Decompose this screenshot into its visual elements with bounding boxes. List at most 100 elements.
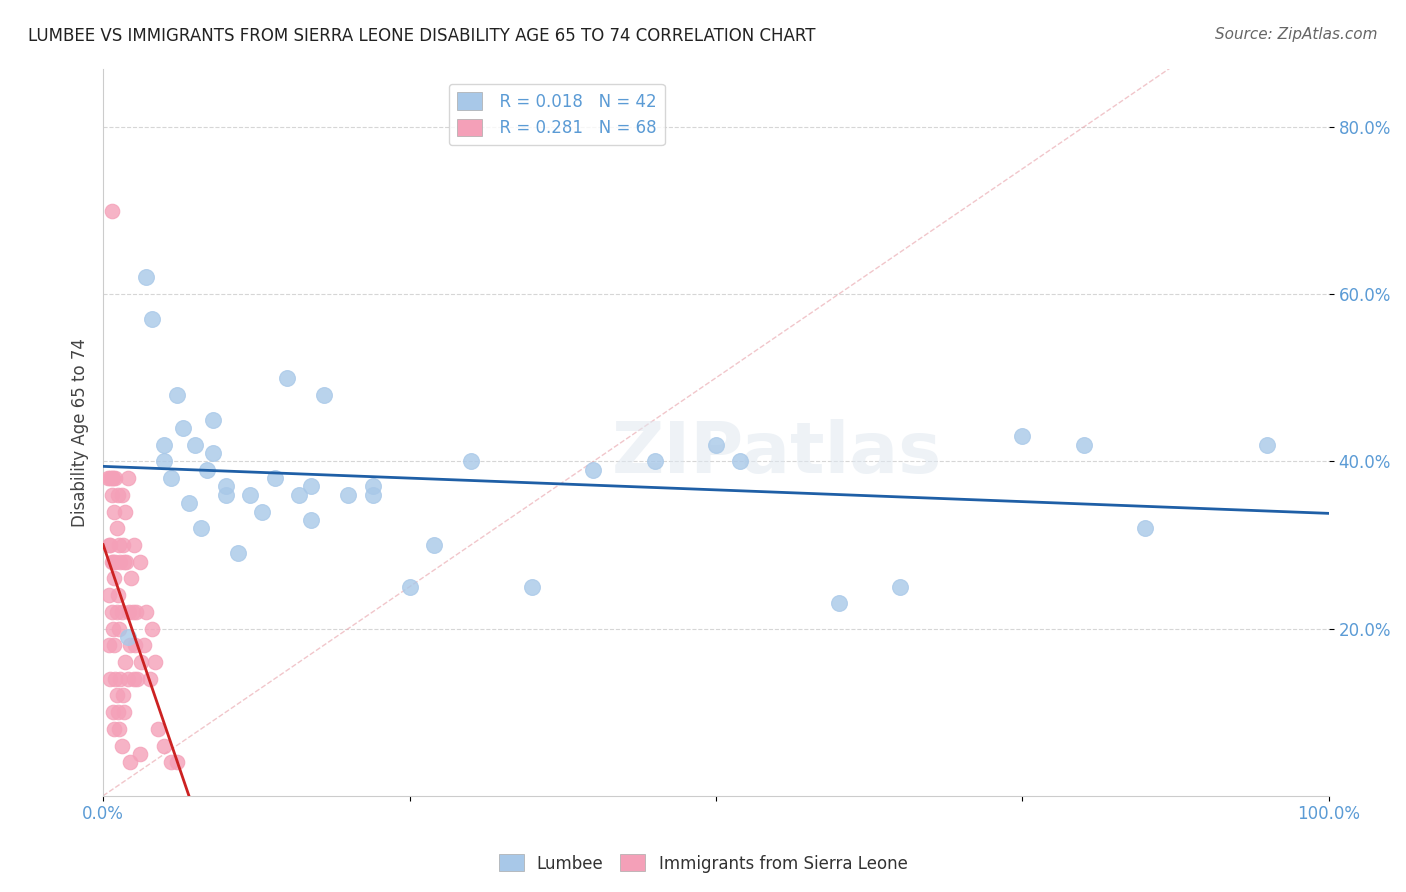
Point xyxy=(122,538,145,552)
Point xyxy=(103,722,125,736)
Point xyxy=(100,488,122,502)
Point xyxy=(112,555,135,569)
Point xyxy=(121,605,143,619)
Text: ZIPatlas: ZIPatlas xyxy=(612,419,942,489)
Point xyxy=(101,555,124,569)
Point xyxy=(312,387,335,401)
Point xyxy=(288,488,311,502)
Point xyxy=(301,513,323,527)
Point xyxy=(138,672,160,686)
Point xyxy=(105,605,128,619)
Point xyxy=(398,580,420,594)
Point xyxy=(252,504,274,518)
Point xyxy=(110,488,132,502)
Point xyxy=(120,756,142,770)
Point xyxy=(110,739,132,753)
Point xyxy=(644,454,666,468)
Point xyxy=(202,412,225,426)
Point xyxy=(115,555,138,569)
Point xyxy=(153,454,176,468)
Point xyxy=(582,463,605,477)
Point xyxy=(104,672,127,686)
Point xyxy=(361,479,384,493)
Point xyxy=(460,454,482,468)
Point xyxy=(172,421,194,435)
Point xyxy=(101,471,124,485)
Point xyxy=(361,488,384,502)
Y-axis label: Disability Age 65 to 74: Disability Age 65 to 74 xyxy=(72,338,89,526)
Point xyxy=(226,546,249,560)
Point xyxy=(177,496,200,510)
Point xyxy=(117,630,139,644)
Point xyxy=(190,521,212,535)
Point xyxy=(100,672,122,686)
Point xyxy=(239,488,262,502)
Point xyxy=(1011,429,1033,443)
Point xyxy=(730,454,752,468)
Point xyxy=(103,504,125,518)
Point xyxy=(100,203,122,218)
Point xyxy=(166,756,188,770)
Point xyxy=(107,588,129,602)
Text: Source: ZipAtlas.com: Source: ZipAtlas.com xyxy=(1215,27,1378,42)
Point xyxy=(215,479,238,493)
Point xyxy=(143,655,166,669)
Point xyxy=(100,471,122,485)
Point xyxy=(141,312,163,326)
Point xyxy=(100,471,122,485)
Point xyxy=(127,672,149,686)
Point xyxy=(100,538,122,552)
Point xyxy=(889,580,911,594)
Point xyxy=(1073,438,1095,452)
Point xyxy=(827,597,849,611)
Point xyxy=(202,446,225,460)
Point xyxy=(98,588,121,602)
Point xyxy=(103,638,125,652)
Point xyxy=(124,638,146,652)
Point xyxy=(129,655,152,669)
Point xyxy=(301,479,323,493)
Point xyxy=(276,371,298,385)
Point xyxy=(117,471,139,485)
Point xyxy=(118,605,141,619)
Point xyxy=(141,622,163,636)
Text: LUMBEE VS IMMIGRANTS FROM SIERRA LEONE DISABILITY AGE 65 TO 74 CORRELATION CHART: LUMBEE VS IMMIGRANTS FROM SIERRA LEONE D… xyxy=(28,27,815,45)
Point xyxy=(111,689,134,703)
Point xyxy=(108,538,131,552)
Point xyxy=(108,722,131,736)
Point xyxy=(337,488,360,502)
Point xyxy=(101,622,124,636)
Point xyxy=(135,605,157,619)
Point xyxy=(159,756,181,770)
Point xyxy=(111,538,134,552)
Point xyxy=(153,739,176,753)
Point xyxy=(125,605,148,619)
Point xyxy=(105,689,128,703)
Point xyxy=(195,463,218,477)
Point xyxy=(184,438,207,452)
Legend:   R = 0.018   N = 42,   R = 0.281   N = 68: R = 0.018 N = 42, R = 0.281 N = 68 xyxy=(449,84,665,145)
Point xyxy=(103,571,125,585)
Point xyxy=(114,655,136,669)
Point xyxy=(153,438,176,452)
Point xyxy=(110,555,132,569)
Point xyxy=(122,672,145,686)
Point xyxy=(704,438,727,452)
Point xyxy=(1256,438,1278,452)
Point xyxy=(166,387,188,401)
Point xyxy=(1133,521,1156,535)
Point xyxy=(107,488,129,502)
Point xyxy=(114,504,136,518)
Point xyxy=(117,672,139,686)
Point xyxy=(105,521,128,535)
Point xyxy=(108,622,131,636)
Point xyxy=(129,747,152,761)
Point xyxy=(110,672,132,686)
Point xyxy=(110,605,132,619)
Point xyxy=(148,722,170,736)
Point xyxy=(104,555,127,569)
Point xyxy=(263,471,285,485)
Point xyxy=(98,538,121,552)
Point xyxy=(101,705,124,719)
Point xyxy=(112,705,135,719)
